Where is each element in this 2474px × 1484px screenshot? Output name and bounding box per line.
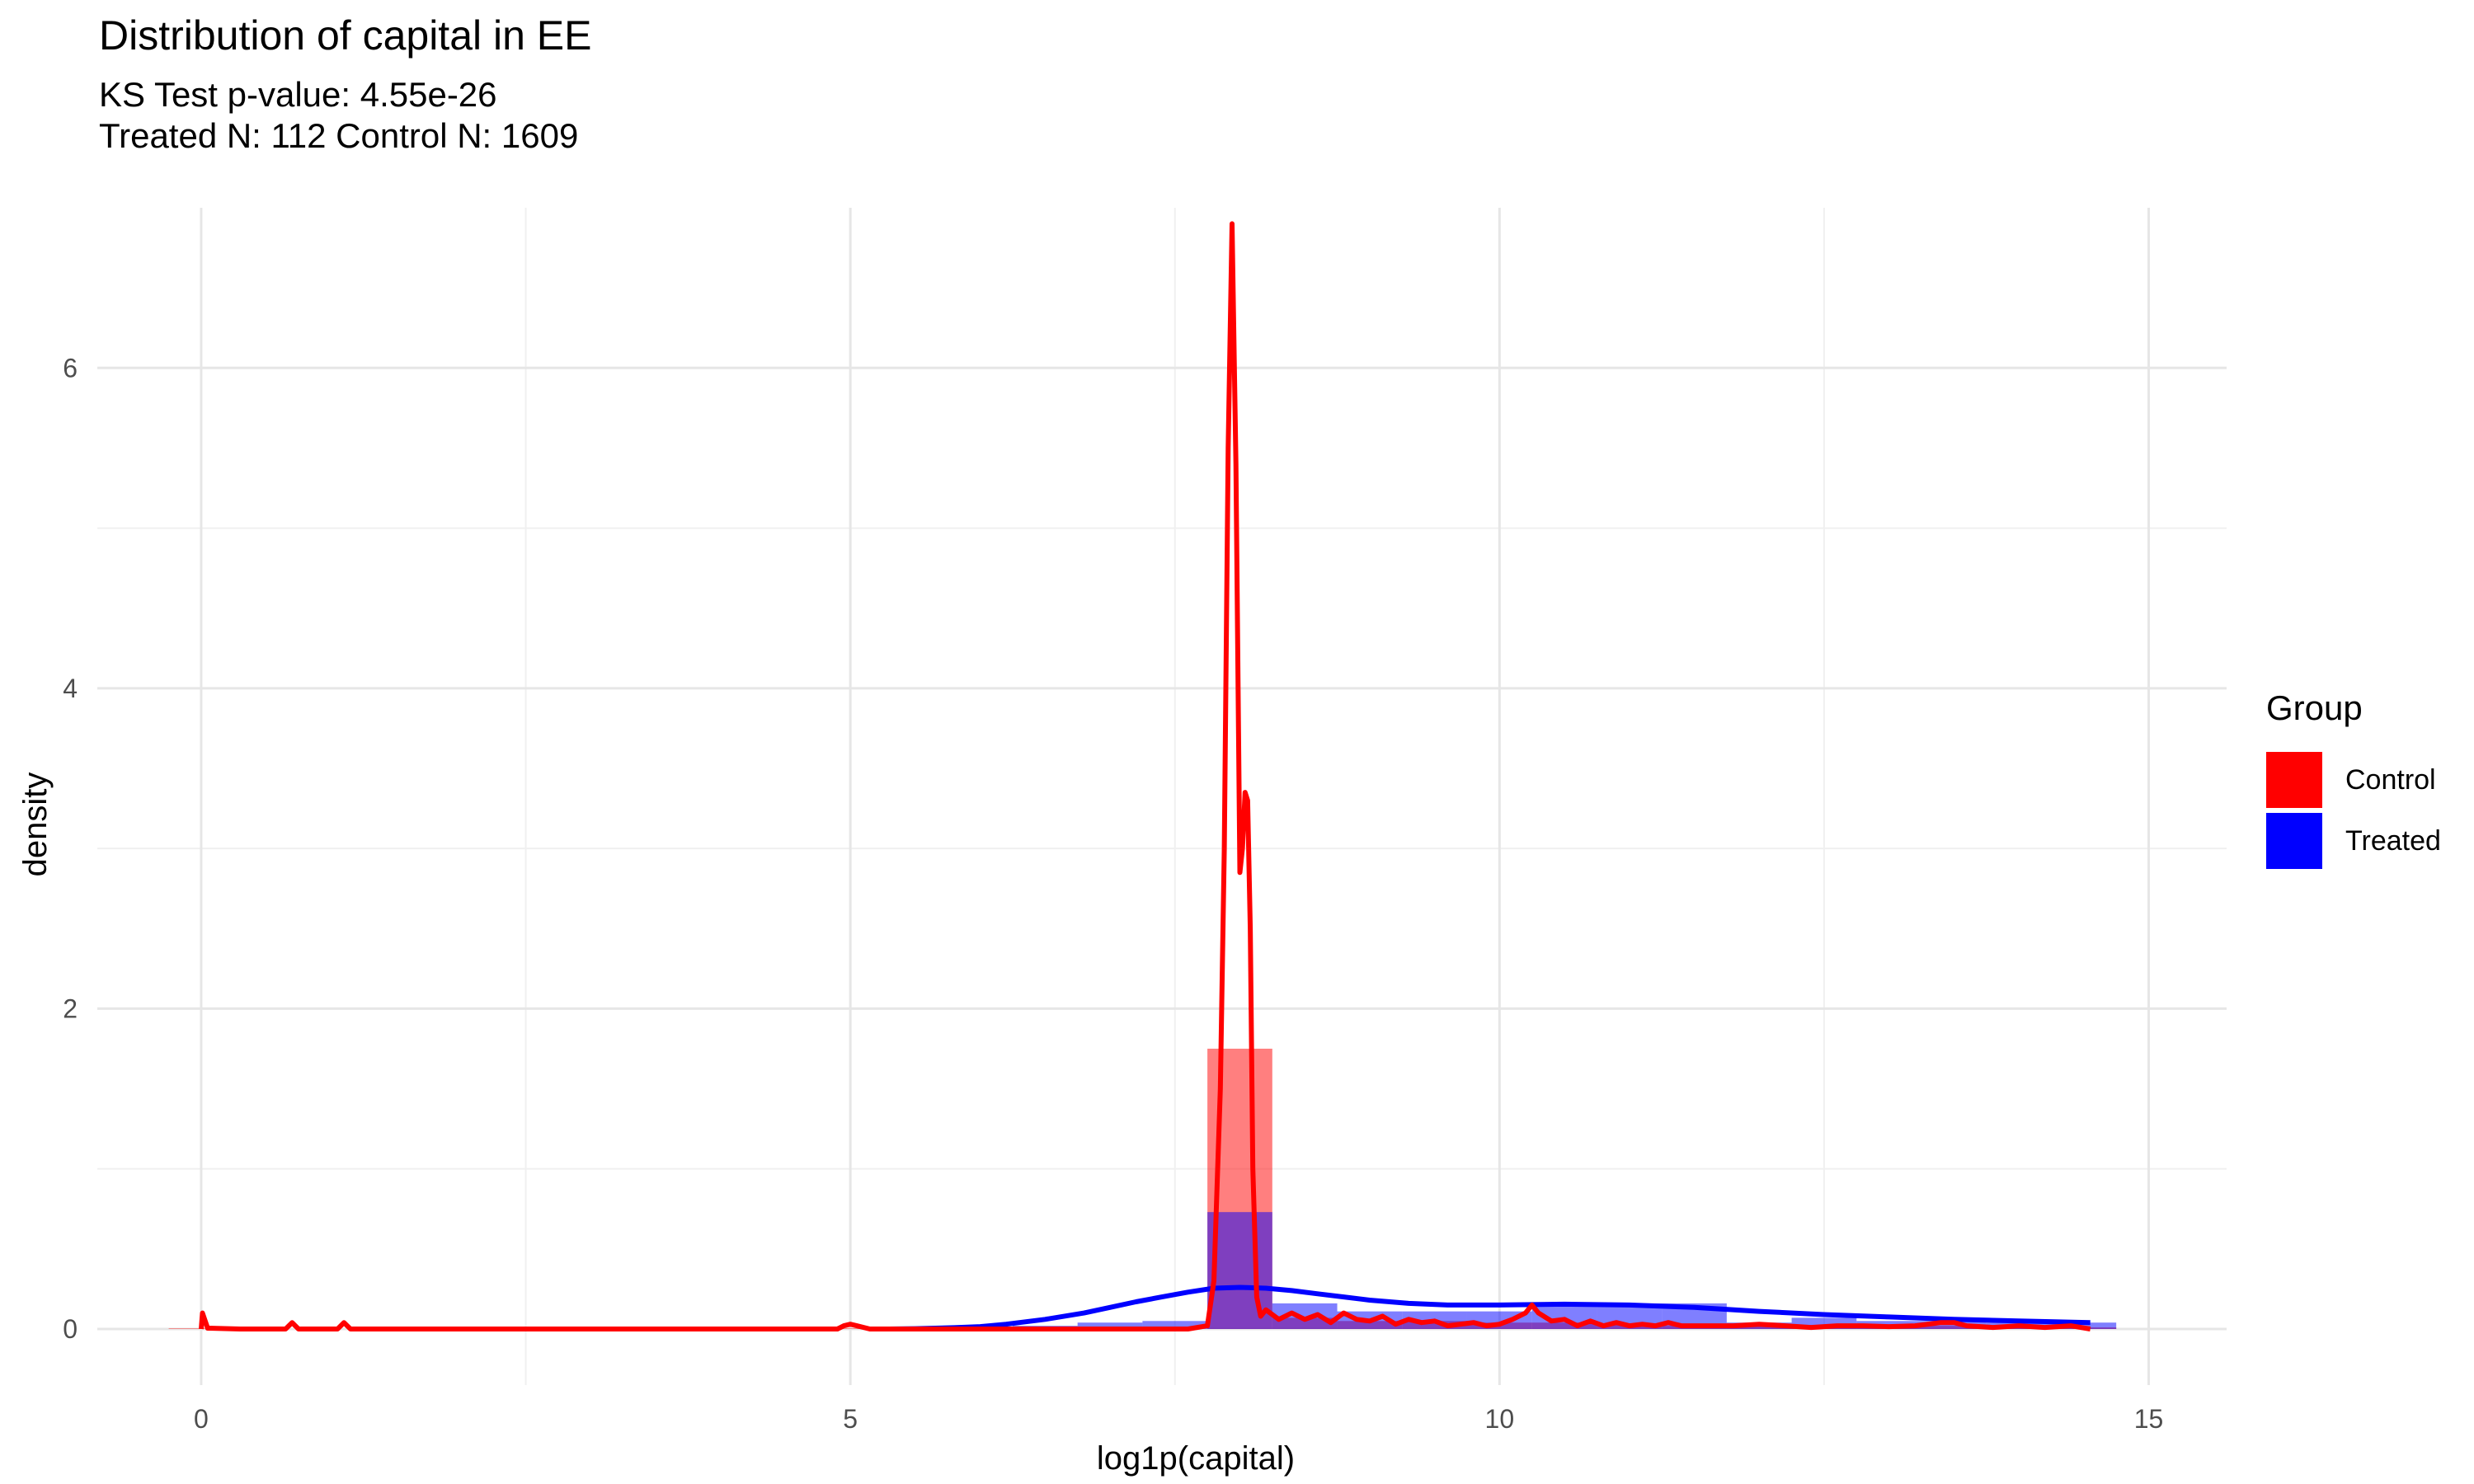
y-tick-label: 4: [63, 674, 78, 703]
ks-test-subtitle: KS Test p-value: 4.55e-26: [99, 75, 497, 114]
legend-label-treated: Treated: [2345, 824, 2441, 857]
y-axis-title: density: [17, 773, 54, 877]
x-tick-label: 0: [194, 1404, 209, 1434]
x-tick-label: 5: [843, 1404, 858, 1434]
density-line-control: [199, 221, 2091, 1331]
y-tick-label: 2: [63, 993, 78, 1023]
x-axis-title: log1p(capital): [1097, 1440, 1295, 1477]
histogram-bar-treated: [1142, 1321, 1208, 1329]
legend: Group Control Treated: [2266, 688, 2441, 871]
legend-title: Group: [2266, 688, 2363, 727]
chart-subtitle: KS Test p-value: 4.55e-26 Treated N: 112…: [99, 74, 578, 157]
y-tick-label: 6: [63, 353, 78, 383]
y-tick-label: 0: [63, 1314, 78, 1344]
x-tick-label: 10: [1485, 1404, 1515, 1434]
density-curves: [199, 221, 2091, 1331]
grid-lines: [97, 208, 2227, 1385]
legend-item-control: Control: [2266, 749, 2441, 810]
histogram-bar-treated: [1077, 1322, 1143, 1329]
legend-label-control: Control: [2345, 763, 2436, 796]
legend-swatch-control: [2266, 752, 2322, 808]
legend-item-treated: Treated: [2266, 810, 2441, 871]
axis-ticks: 0 5 10 15 0 2 4 6: [63, 353, 2163, 1434]
density-line-treated: [889, 1284, 2091, 1331]
histogram-bar-control: [817, 1328, 883, 1329]
sample-size-subtitle: Treated N: 112 Control N: 1609: [99, 116, 579, 155]
chart-title: Distribution of capital in EE: [99, 12, 592, 59]
legend-swatch-treated: [2266, 813, 2322, 869]
x-tick-label: 15: [2134, 1404, 2164, 1434]
